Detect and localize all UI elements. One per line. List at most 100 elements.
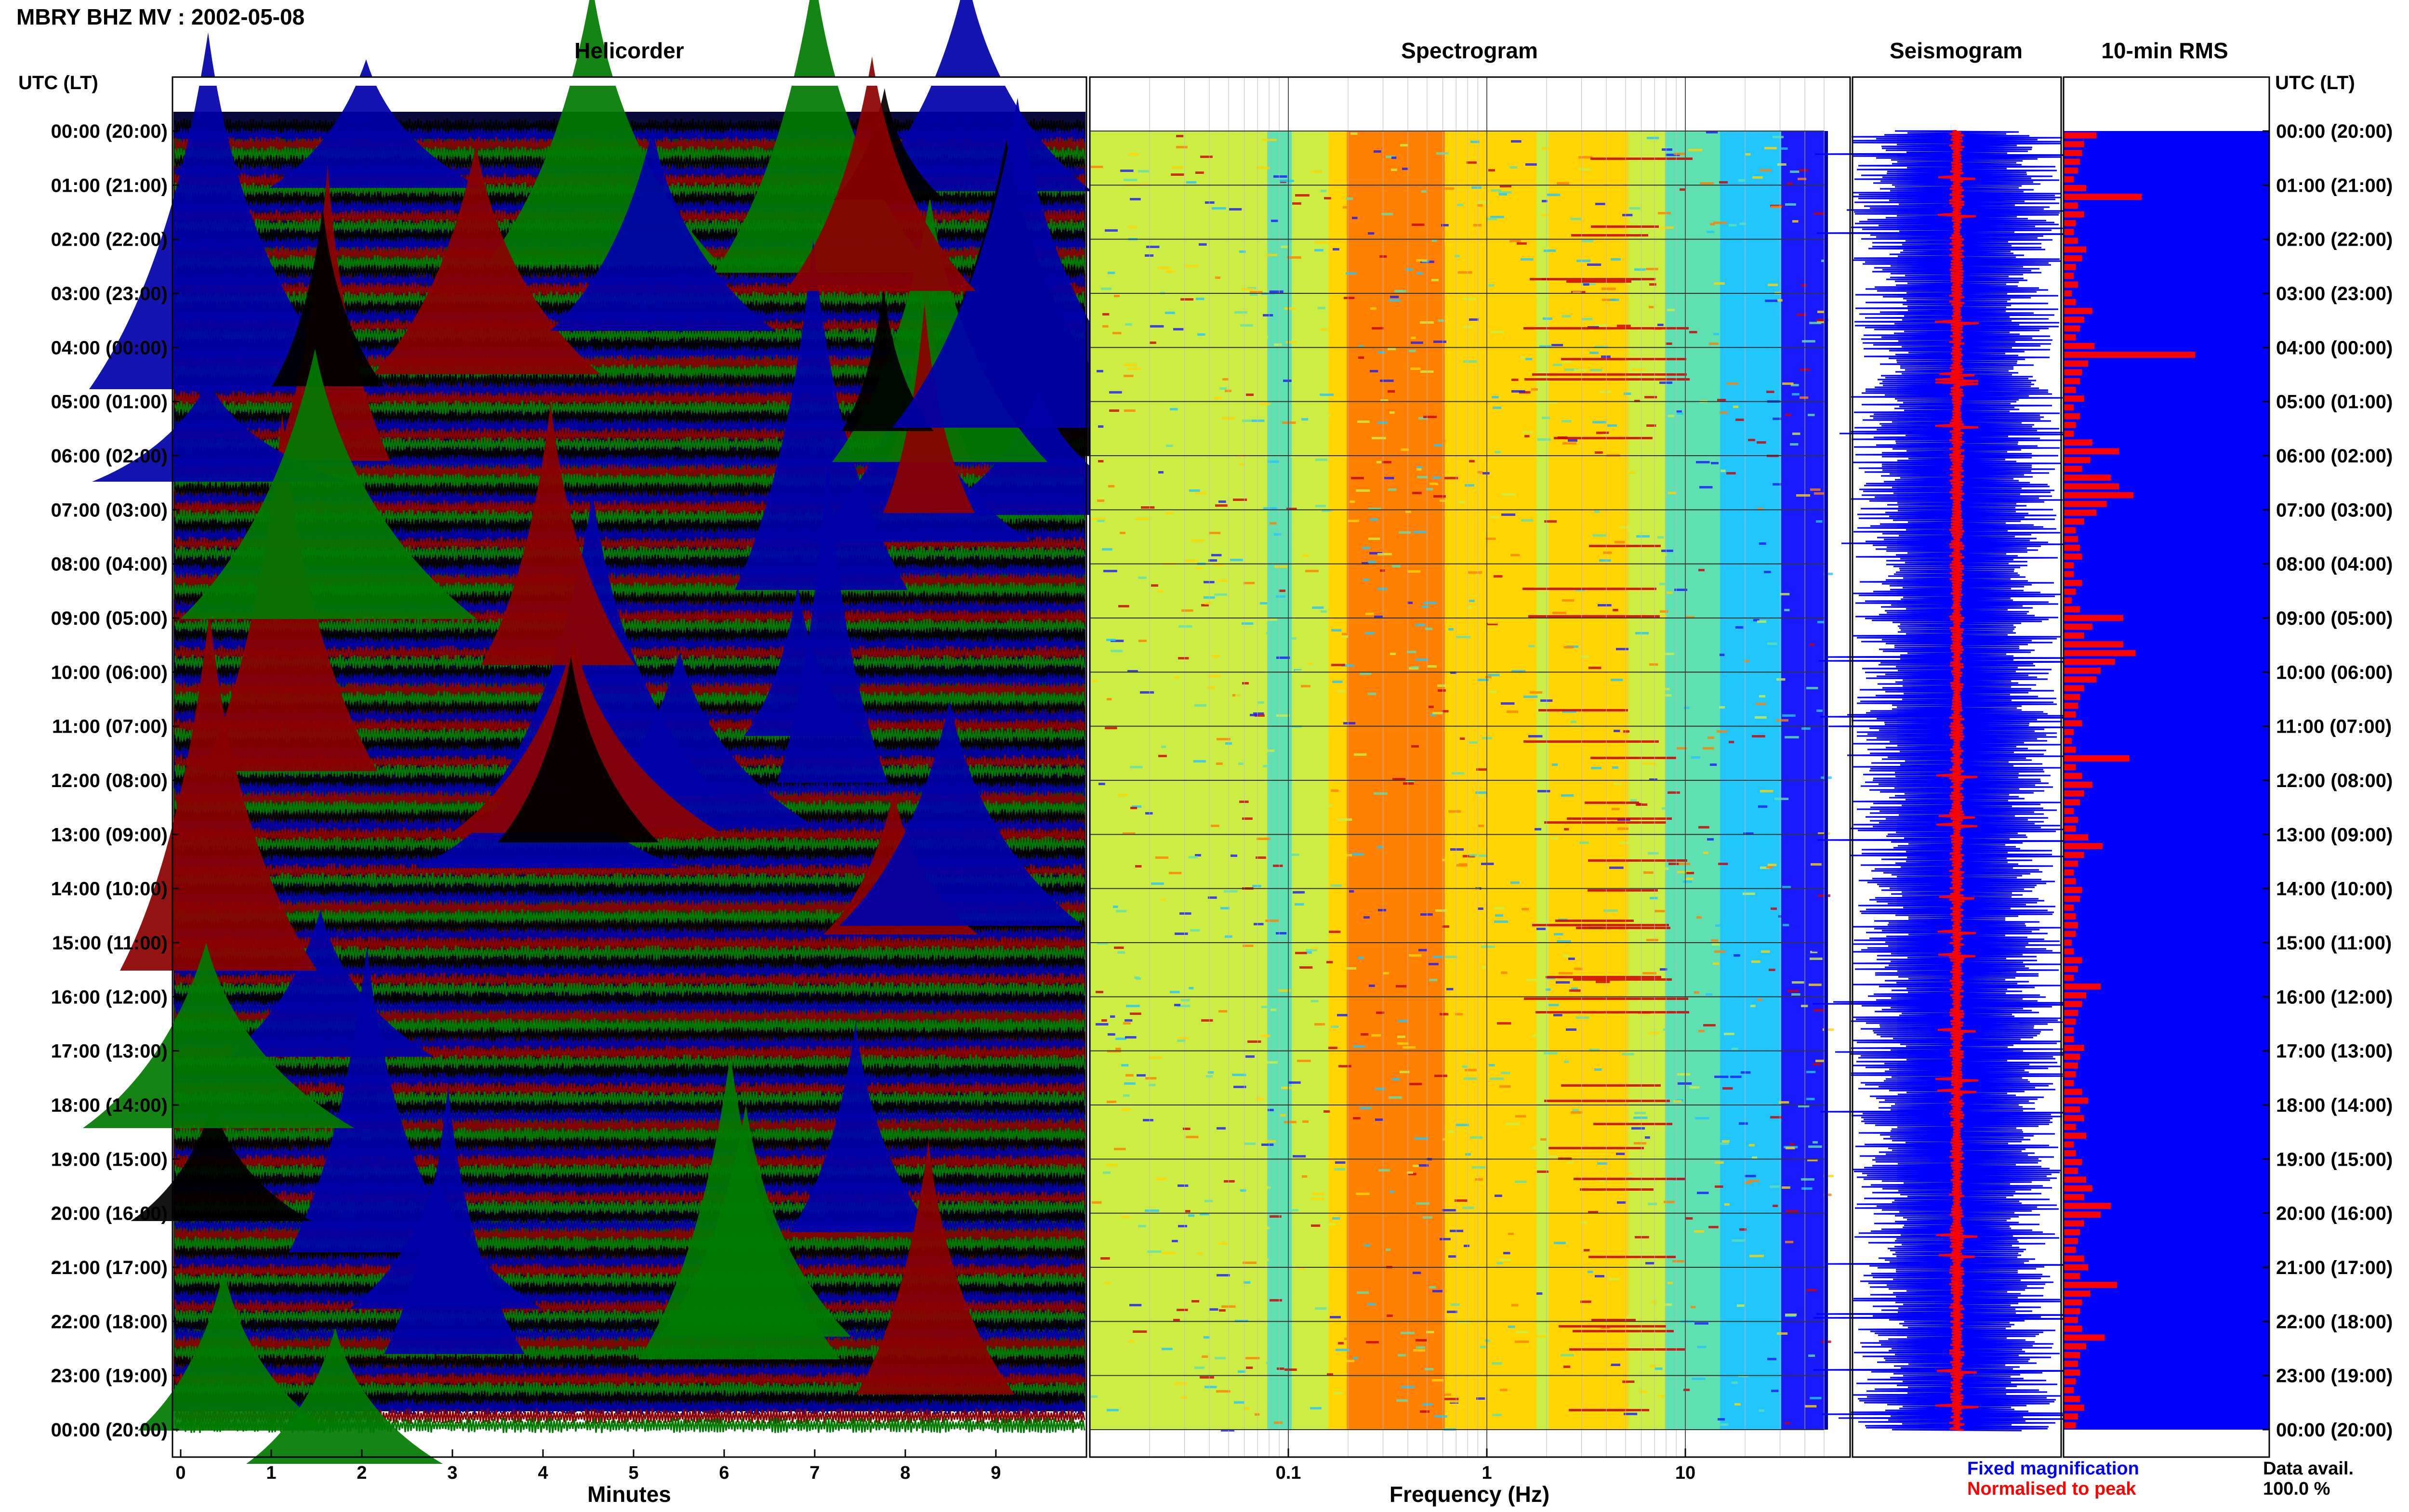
spectrogram-speckle <box>1573 291 1581 294</box>
spectrogram-speckle <box>1629 207 1641 210</box>
spectrogram-speckle <box>1452 772 1465 775</box>
spectrogram-speckle <box>1592 421 1606 423</box>
spectrogram-speckle <box>1374 616 1383 618</box>
spectrogram-speckle <box>1244 582 1255 584</box>
spectrogram-speckle <box>1637 803 1642 805</box>
spectrogram-speckle <box>1450 1230 1464 1232</box>
spectrogram-speckle <box>1683 1389 1690 1391</box>
spectrogram-speckle <box>1563 955 1570 957</box>
rms-bar <box>2064 1089 2082 1095</box>
spectrogram-speckle <box>1185 1408 1192 1411</box>
spectrogram-speckle <box>1247 1040 1261 1043</box>
spectrogram-speckle <box>1246 315 1259 317</box>
spectrogram-speckle <box>1578 156 1593 158</box>
rms-bar <box>2064 755 2130 762</box>
spectrogram-speckle <box>1492 396 1499 398</box>
spectrogram-speckle <box>1515 1181 1527 1183</box>
spectrogram-speckle <box>1580 1222 1588 1224</box>
rms-ytick-label: 05:00 (01:00) <box>2276 392 2393 413</box>
spectrogram-speckle <box>1426 488 1433 490</box>
spectrogram-speckle <box>1400 144 1408 146</box>
spectrogram-speckle <box>1201 604 1209 606</box>
spectrogram-speckle <box>1613 609 1618 611</box>
spectrogram-speckle <box>1123 1094 1130 1097</box>
rms-bar <box>2064 176 2074 183</box>
spectrogram-speckle <box>1279 963 1285 966</box>
spectrogram-event-streak <box>1528 615 1660 618</box>
spectrogram-speckle <box>1610 299 1619 301</box>
spectrogram-speckle <box>1413 1165 1419 1167</box>
spectrogram-speckle <box>1508 510 1520 512</box>
spectrogram-speckle <box>1436 152 1449 155</box>
spectrogram-speckle <box>1131 543 1139 546</box>
spectrogram-speckle <box>1257 838 1271 840</box>
spectrogram-speckle <box>1486 623 1498 625</box>
spectrogram-speckle <box>1220 907 1230 909</box>
spectrogram-speckle <box>1808 1145 1822 1148</box>
spectrogram-speckle <box>1427 506 1434 509</box>
spectrogram-speckle <box>1246 394 1254 396</box>
spectrogram-speckle <box>1440 1238 1451 1240</box>
spectrogram-speckle <box>1766 866 1773 868</box>
rms-bar <box>2064 895 2080 902</box>
rms-bar <box>2064 299 2076 305</box>
spectrogram-speckle <box>1696 916 1702 919</box>
spectrogram-edge <box>1824 131 1828 1430</box>
rms-bar <box>2064 1062 2078 1069</box>
utc-header-right: UTC (LT) <box>2275 72 2355 93</box>
spectrogram-speckle <box>1416 1339 1427 1341</box>
spectrogram-speckle <box>1222 378 1229 381</box>
spectrogram-speckle <box>1462 1207 1475 1209</box>
spectrogram-speckle <box>1594 511 1600 513</box>
spectrogram-speckle <box>1212 207 1226 210</box>
spectrogram-speckle <box>1361 1033 1369 1036</box>
spectrogram-speckle <box>1359 364 1370 367</box>
spectrogram-speckle <box>1407 602 1413 604</box>
spectrogram-speckle <box>1204 1200 1213 1202</box>
spectrogram-speckle <box>1648 1032 1659 1034</box>
spectrogram-speckle <box>1595 1275 1604 1277</box>
spectrogram-speckle <box>1475 791 1487 794</box>
spectrogram-speckle <box>1642 763 1656 765</box>
helicorder-trace <box>174 1063 1085 1079</box>
spectrogram-speckle <box>1278 408 1285 410</box>
spectrogram-speckle <box>1714 282 1725 285</box>
spectrogram-speckle <box>1180 298 1194 301</box>
spectrogram-speckle <box>1732 1239 1746 1242</box>
rms-bar <box>2064 202 2078 209</box>
spectrogram-speckle <box>1306 949 1317 951</box>
spectrogram-speckle <box>1823 1028 1834 1031</box>
spectrogram-speckle <box>1666 342 1672 345</box>
spectrogram-speckle <box>1715 1143 1729 1145</box>
spectrogram-event-streak <box>1574 1178 1685 1180</box>
spectrogram-speckle <box>1816 520 1823 523</box>
spectrogram-speckle <box>1713 962 1720 965</box>
rms-bar <box>2064 1036 2074 1042</box>
spectrogram-speckle <box>1501 493 1516 496</box>
spectrogram-speckle <box>1549 1004 1559 1006</box>
spectrogram-speckle <box>1189 489 1200 492</box>
spectrogram-speckle <box>1370 518 1378 521</box>
spectrogram-speckle <box>1715 924 1721 927</box>
spectrogram-speckle <box>1557 182 1569 184</box>
rms-bar <box>2064 132 2097 139</box>
spectrogram-speckle <box>1388 348 1396 350</box>
spectrogram-speckle <box>1387 1026 1395 1028</box>
spectrogram-speckle <box>1696 461 1710 463</box>
spectrogram-speckle <box>1321 190 1327 192</box>
spectrogram-speckle <box>1553 364 1562 366</box>
spectrogram-speckle <box>1289 1081 1301 1084</box>
rms-bar <box>2064 579 2082 586</box>
helicorder-trace <box>174 1154 1085 1170</box>
spectrogram-speckle <box>1312 606 1324 609</box>
spectrogram-speckle <box>1734 1403 1741 1406</box>
spectrogram-speckle <box>1123 1022 1131 1025</box>
spectrogram-speckle <box>1722 1087 1733 1090</box>
spectrogram-speckle <box>1660 226 1674 229</box>
spectrogram-speckle <box>1416 468 1422 471</box>
spectrogram-speckle <box>1753 201 1767 203</box>
spectrogram-speckle <box>1594 1415 1603 1417</box>
helicorder-xtick-label: 5 <box>628 1463 638 1483</box>
spectrogram-speckle <box>1209 532 1221 534</box>
spectrogram-speckle <box>1121 1108 1131 1111</box>
